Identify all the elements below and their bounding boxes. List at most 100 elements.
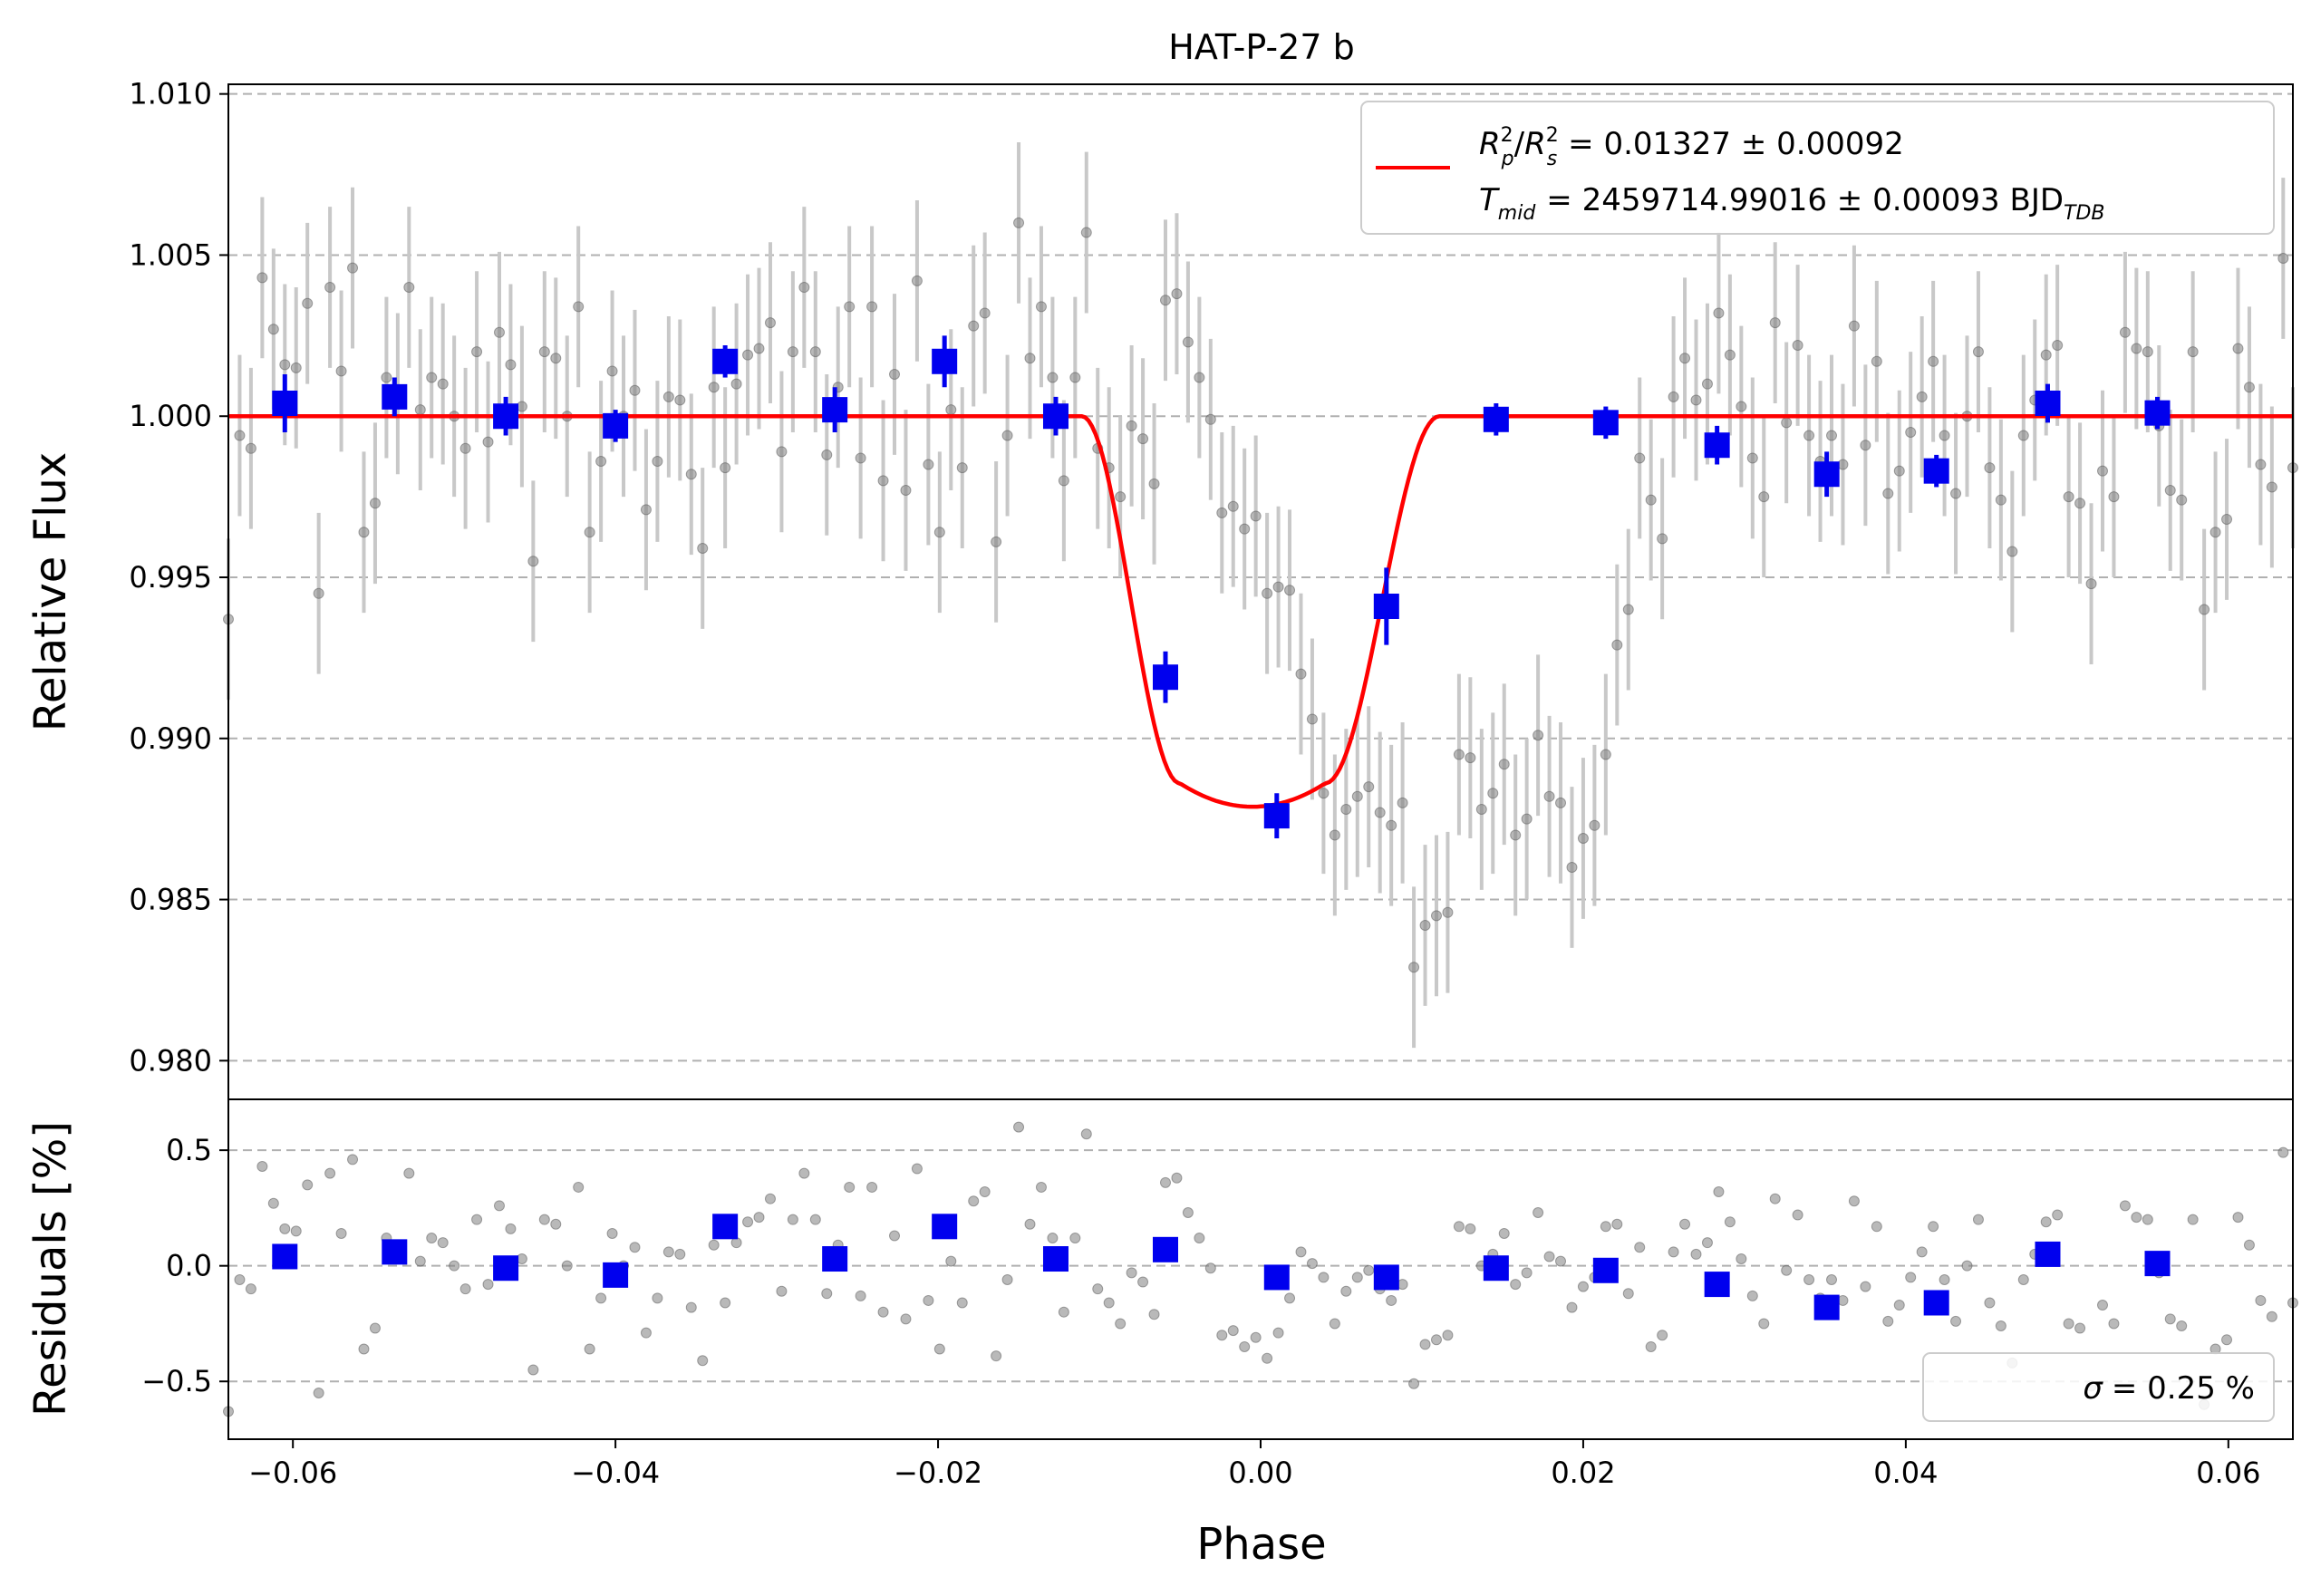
raw-point [821,449,833,460]
residual-point [2243,1239,2255,1251]
raw-point [1475,804,1487,815]
raw-point [933,527,945,538]
binned-point [493,403,519,430]
residual-point [1092,1283,1104,1295]
raw-point [1001,430,1013,441]
residual-point [1893,1300,1905,1311]
binned-residual [1592,1257,1619,1283]
residual-point [1972,1214,1984,1225]
residual-point [302,1179,314,1191]
binned-residual [1813,1294,1840,1320]
raw-point [1510,829,1522,841]
raw-point [2255,459,2267,470]
residual-point [1848,1195,1860,1207]
raw-point [1972,346,1984,358]
residual-point [629,1242,641,1253]
residual-point [2040,1216,2052,1228]
residual-point [877,1306,889,1318]
top-axes-frame [227,83,2294,1100]
raw-point [1826,430,1838,441]
raw-point [1318,788,1330,799]
raw-point [1746,452,1758,464]
raw-point [1622,604,1634,615]
residual-point [855,1290,866,1301]
top-legend: R2 p/R2 s = 0.01327 ± 0.00092 Tmid = 2459714… [1360,101,2275,235]
raw-point [662,391,674,402]
residual-point [493,1200,505,1212]
residual-point [369,1322,381,1334]
raw-point [1204,413,1216,425]
residual-point [290,1225,302,1237]
residual-point [798,1167,810,1179]
residual-point [1284,1292,1296,1304]
residual-point [1126,1267,1137,1279]
raw-point [302,297,314,309]
raw-point [1803,430,1815,441]
top-y-tick-label: 1.000 [129,399,212,433]
residual-point [471,1214,483,1225]
raw-point [697,543,709,554]
residual-point [1194,1233,1205,1244]
residual-point [662,1246,674,1258]
raw-point [527,556,539,567]
residual-point [1498,1227,1510,1239]
raw-point [1769,317,1781,329]
residual-point [923,1294,934,1306]
residual-point [1035,1181,1047,1193]
residual-point [1555,1255,1567,1267]
raw-point [1792,340,1803,351]
residual-point [1262,1352,1273,1364]
residual-point [945,1255,957,1267]
raw-point [708,382,720,393]
raw-point [1351,790,1363,802]
residual-point [640,1327,652,1339]
raw-point [1679,353,1691,364]
residual-point [1961,1260,1973,1272]
raw-point [550,353,562,364]
raw-point [2187,346,2199,358]
binned-point [1263,803,1290,829]
binned-point [712,348,739,374]
raw-point [1115,491,1126,503]
residual-point [1306,1258,1318,1270]
bottom-raw-residuals [223,1121,2298,1417]
bottom-y-ticks: −0.5 0.0 0.5 [141,1133,228,1398]
raw-point [2199,604,2210,615]
residual-point [1984,1297,1996,1309]
top-raw-errorbars [227,142,2295,1049]
raw-point [538,346,550,358]
residual-point [2108,1318,2120,1330]
raw-point [267,324,279,335]
residual-point [2221,1334,2233,1346]
residual-point [1736,1253,1747,1265]
residual-point [1871,1221,1882,1233]
raw-point [629,384,641,396]
raw-point [381,372,392,383]
binned-residual [712,1214,739,1240]
raw-point [1928,355,1939,367]
raw-point [335,365,347,377]
binned-residual [272,1243,298,1270]
raw-point [2108,491,2120,503]
raw-point [505,359,517,371]
residual-point [776,1285,788,1297]
bottom-binned-residuals [272,1214,2171,1320]
raw-point [674,394,686,406]
residual-point [1792,1209,1803,1221]
raw-point [471,346,483,358]
residual-point [256,1160,268,1172]
binned-point [822,397,848,423]
raw-point [809,346,821,358]
raw-point [1533,730,1544,741]
raw-point [730,378,742,390]
raw-point [1058,475,1069,487]
residual-point [279,1223,291,1234]
raw-point [1024,353,1036,364]
bottom-x-ticks: −0.06 −0.04 −0.02 0.00 0.02 0.04 0.06 [248,1439,2260,1490]
x-axis-label: Phase [1196,1519,1326,1570]
raw-point [1329,829,1340,841]
residual-point [1939,1273,1950,1285]
raw-point [1487,788,1499,799]
residual-point [449,1260,460,1272]
residual-point [234,1273,246,1285]
